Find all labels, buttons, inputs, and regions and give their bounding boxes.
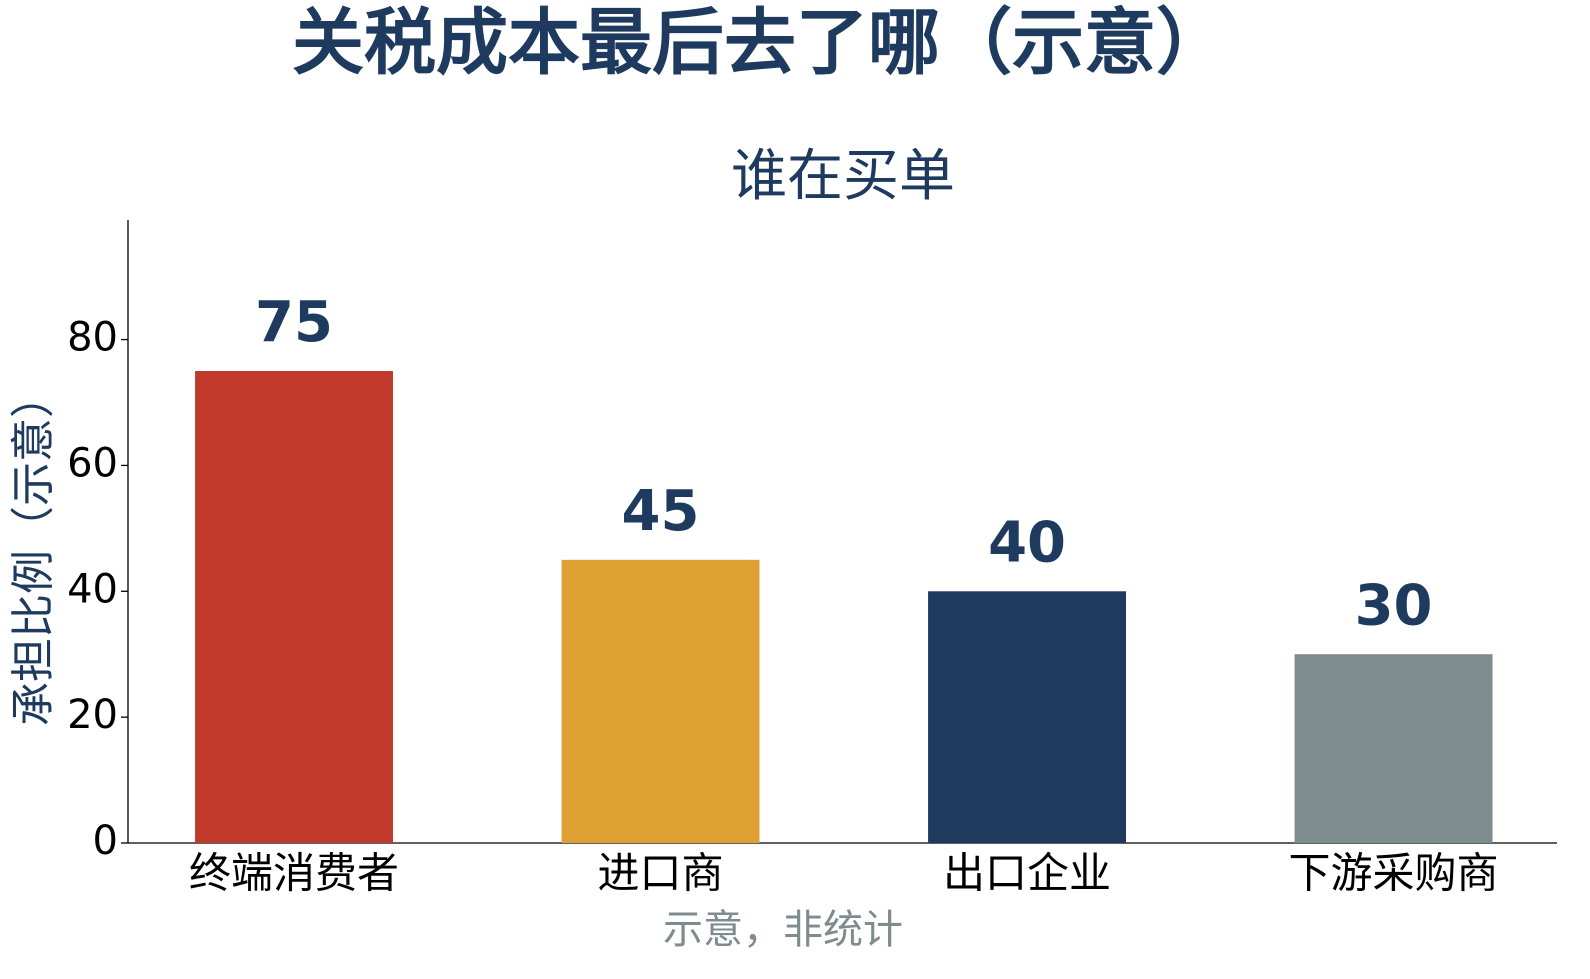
bar [195,371,393,843]
data-label: 45 [622,479,700,544]
bar [561,559,760,843]
x-tick-label: 下游采购商 [1289,849,1499,898]
y-tick-label: 60 [67,440,118,486]
y-tick-label: 40 [67,566,118,612]
x-tick-label: 进口商 [598,849,724,898]
y-tick-label: 80 [67,315,118,361]
x-tick-label: 终端消费者 [189,849,399,898]
x-axis-label: 示意，非统计 [663,907,903,953]
data-label: 30 [1355,573,1433,638]
chart-title: 关税成本最后去了哪（示意） [292,1,1228,85]
data-label: 75 [255,290,333,355]
x-tick-label: 出口企业 [943,849,1111,898]
y-tick-label: 20 [67,692,118,738]
data-label: 40 [988,510,1066,575]
y-tick-label: 0 [93,818,118,864]
bar [928,591,1126,843]
chart-subtitle: 谁在买单 [731,144,955,209]
bar [1294,654,1493,843]
y-axis-label: 承担比例（示意） [8,374,59,726]
